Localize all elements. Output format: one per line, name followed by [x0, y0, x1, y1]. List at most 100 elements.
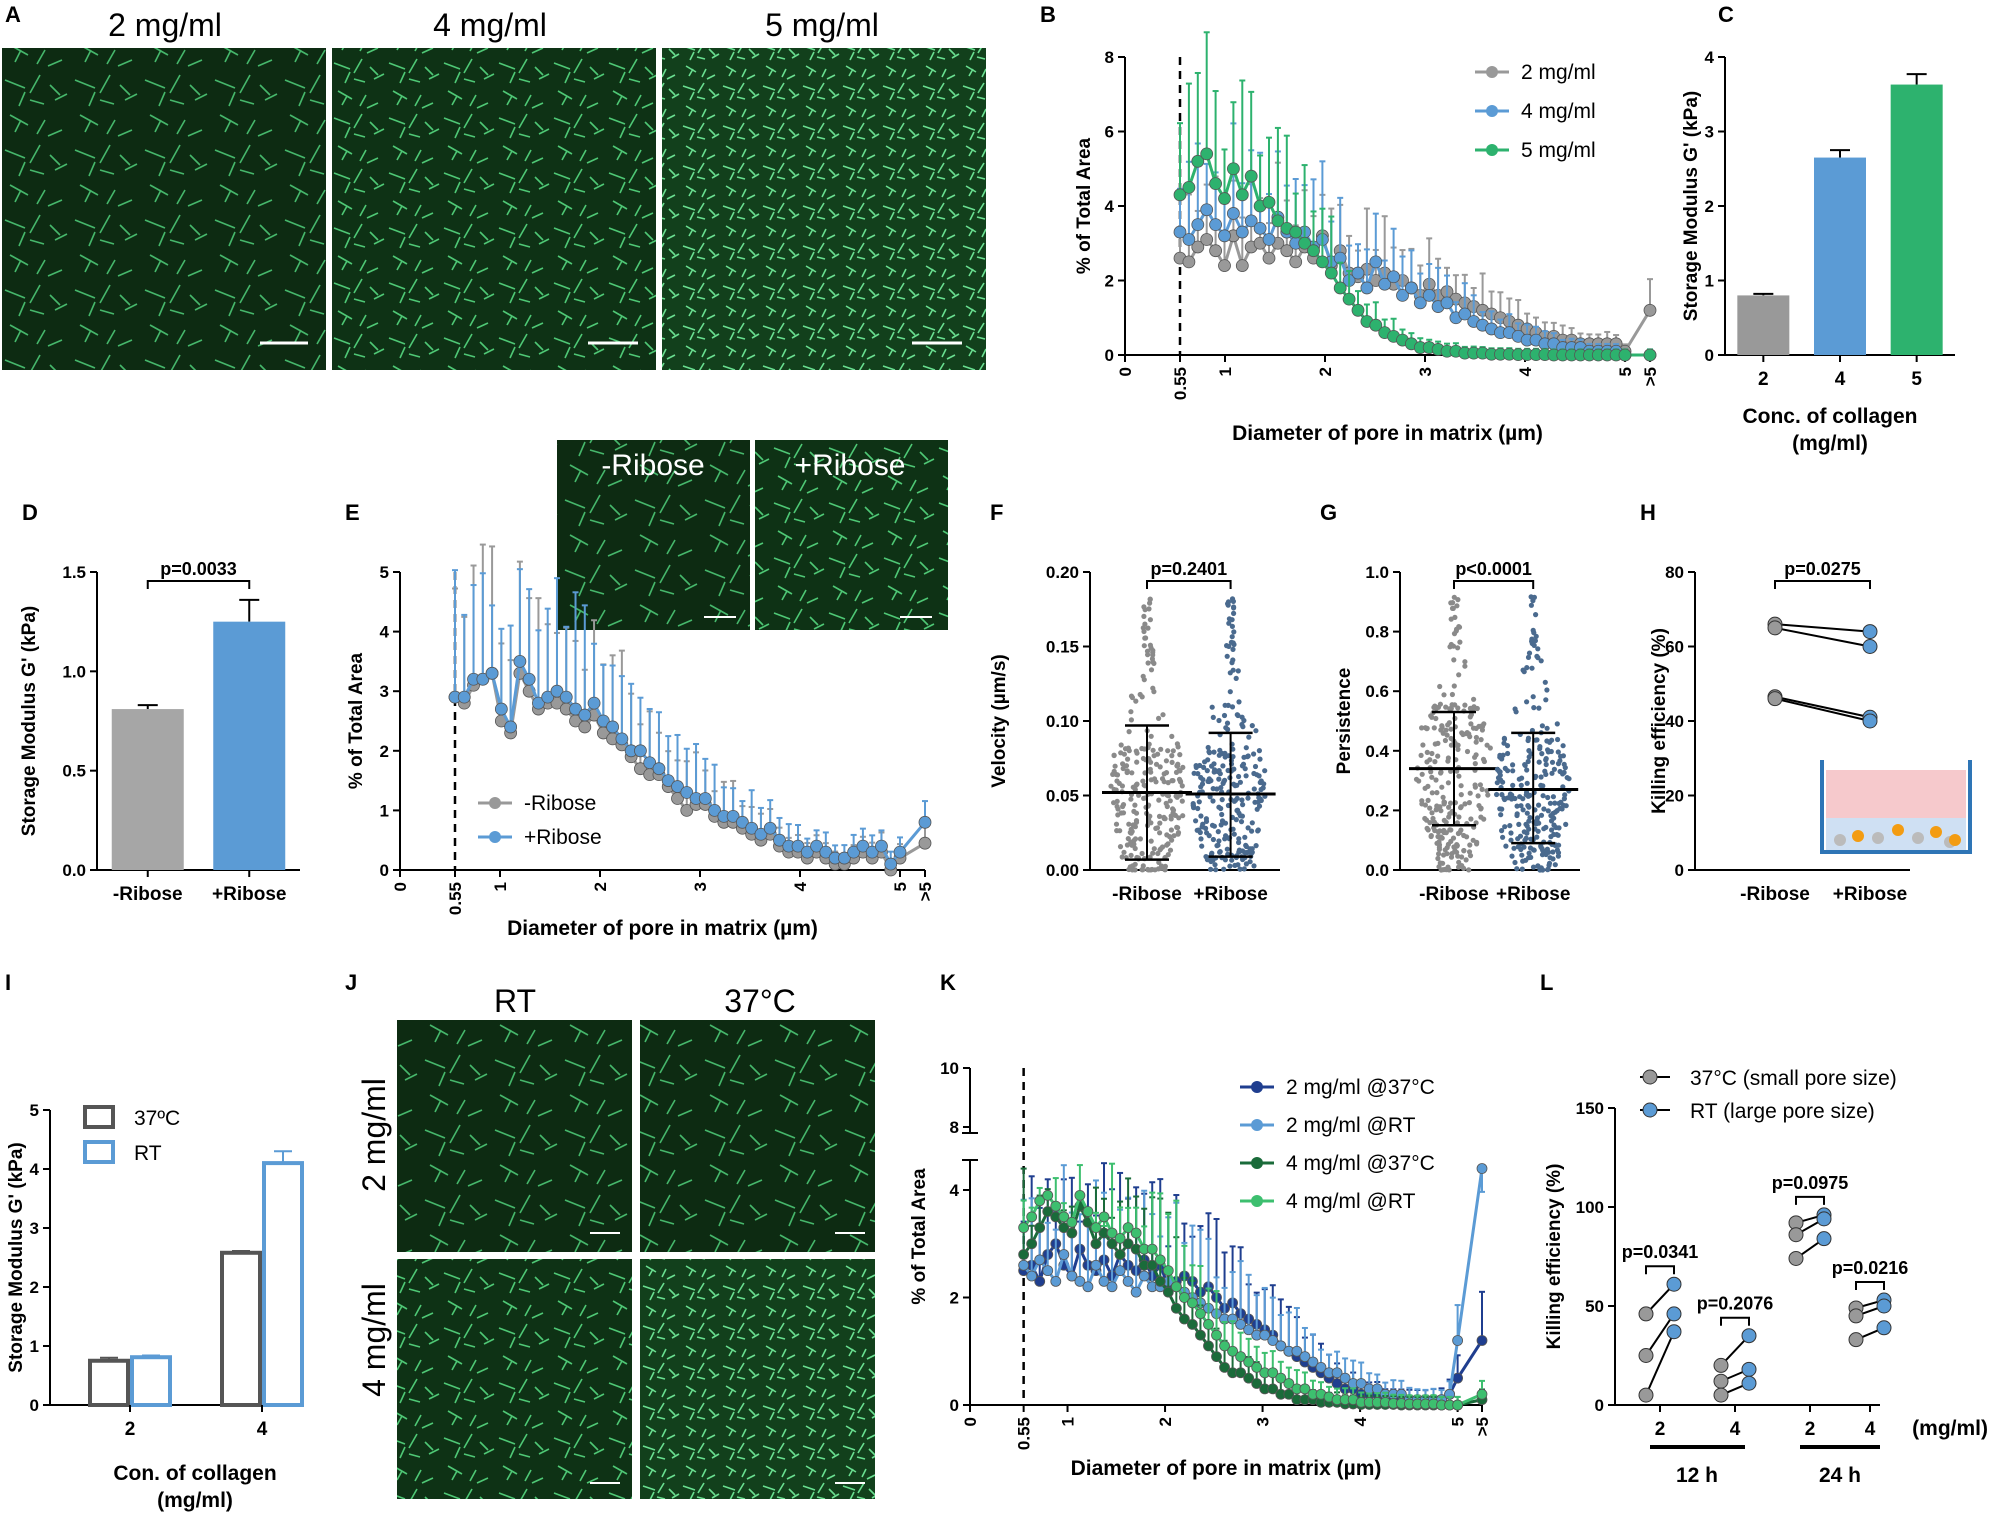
data-point	[1498, 777, 1504, 783]
data-point	[569, 702, 582, 716]
data-point	[1536, 705, 1542, 711]
data-point	[1203, 825, 1209, 832]
data-point	[1251, 863, 1257, 869]
data-point	[1525, 654, 1532, 661]
data-point	[1218, 259, 1231, 273]
data-point	[587, 696, 601, 710]
data-point	[1487, 745, 1493, 751]
data-point	[1560, 802, 1567, 809]
data-point	[763, 821, 777, 835]
data-point	[1050, 1200, 1062, 1212]
data-point	[1432, 759, 1438, 765]
data-point	[1468, 816, 1474, 822]
data-point	[1462, 702, 1468, 708]
data-point	[1452, 1399, 1464, 1411]
data-point	[1251, 1378, 1263, 1389]
data-point	[1510, 762, 1516, 768]
data-point	[1215, 829, 1221, 835]
x-axis-label-units: (mg/ml)	[1792, 432, 1868, 455]
data-point	[1544, 738, 1550, 744]
data-point	[1503, 843, 1509, 849]
data-point	[1187, 1297, 1198, 1309]
panel-e-inset: -Ribose +Ribose	[557, 440, 948, 630]
y-tick-label: 1.5	[62, 563, 86, 582]
data-point	[1456, 814, 1462, 820]
data-point	[1451, 657, 1457, 663]
x-tick-label: 4	[1730, 1419, 1741, 1440]
x-tick-label: 4	[791, 881, 810, 891]
data-point	[1113, 821, 1120, 827]
bar	[213, 621, 286, 870]
chart-c-storage-modulus: 0 1 2 3 4 2 4 5 Storage Modulus G' (kPa) Conc. of…	[1681, 48, 1955, 455]
data-point	[1524, 699, 1530, 705]
x-tick-label: 0	[1116, 367, 1135, 376]
data-point	[1223, 833, 1229, 839]
data-point	[541, 690, 555, 704]
data-point	[1543, 761, 1549, 768]
data-point	[1236, 839, 1242, 846]
data-point	[1450, 605, 1456, 612]
pair-line	[1645, 1331, 1675, 1396]
data-point	[1209, 704, 1215, 710]
data-point	[1147, 617, 1153, 623]
data-point	[1124, 842, 1130, 848]
data-point	[1533, 737, 1539, 743]
data-point	[1218, 805, 1224, 812]
data-point	[1466, 849, 1473, 855]
data-point	[1216, 838, 1222, 844]
data-point	[1221, 712, 1228, 719]
micrograph-5mg	[662, 48, 986, 370]
data-point	[1235, 807, 1241, 813]
data-point	[1741, 1328, 1757, 1344]
data-point	[1146, 1243, 1158, 1255]
data-point	[1240, 856, 1246, 863]
data-point	[1134, 759, 1140, 765]
data-point	[1173, 769, 1180, 776]
data-point	[1444, 851, 1450, 857]
x-tick-label: -Ribose	[113, 884, 183, 905]
data-point	[1351, 303, 1365, 317]
data-point	[1438, 867, 1444, 873]
schematic-cell	[1912, 832, 1924, 844]
data-point	[1437, 828, 1443, 834]
data-point	[1216, 717, 1222, 724]
data-point	[1191, 770, 1197, 776]
data-point	[1231, 605, 1237, 611]
data-point	[522, 672, 536, 686]
data-point	[1520, 667, 1526, 673]
data-point	[1198, 813, 1204, 819]
data-point	[791, 839, 805, 853]
y-tick-label: 3	[1705, 123, 1714, 142]
data-point	[1128, 717, 1134, 723]
data-point	[1258, 786, 1264, 793]
data-point	[1150, 747, 1156, 753]
data-point	[1427, 805, 1433, 811]
data-point	[1218, 192, 1231, 205]
data-point	[1476, 1163, 1488, 1174]
data-point	[1449, 691, 1455, 698]
legend-label: 4 mg/ml @37°C	[1286, 1152, 1435, 1175]
data-point	[1114, 1232, 1126, 1244]
data-point	[1283, 1378, 1295, 1389]
data-point	[1816, 1231, 1832, 1247]
data-point	[1509, 853, 1515, 859]
data-point	[1142, 621, 1148, 627]
data-point	[1106, 1227, 1118, 1239]
data-point	[1158, 746, 1164, 752]
data-point	[1161, 779, 1167, 785]
data-point	[1427, 757, 1433, 763]
data-point	[1229, 617, 1235, 623]
data-point	[1442, 847, 1448, 853]
data-point	[1193, 818, 1199, 824]
data-point	[1539, 846, 1545, 852]
data-point	[1524, 780, 1530, 786]
data-point	[1111, 752, 1117, 759]
data-point	[1243, 745, 1249, 751]
data-point	[1237, 779, 1243, 785]
data-point	[1713, 1357, 1729, 1373]
data-point	[1480, 756, 1487, 762]
data-point	[1418, 752, 1424, 759]
data-point	[1217, 849, 1223, 855]
y-tick-label: 80	[1665, 563, 1684, 582]
data-point	[1560, 743, 1566, 749]
